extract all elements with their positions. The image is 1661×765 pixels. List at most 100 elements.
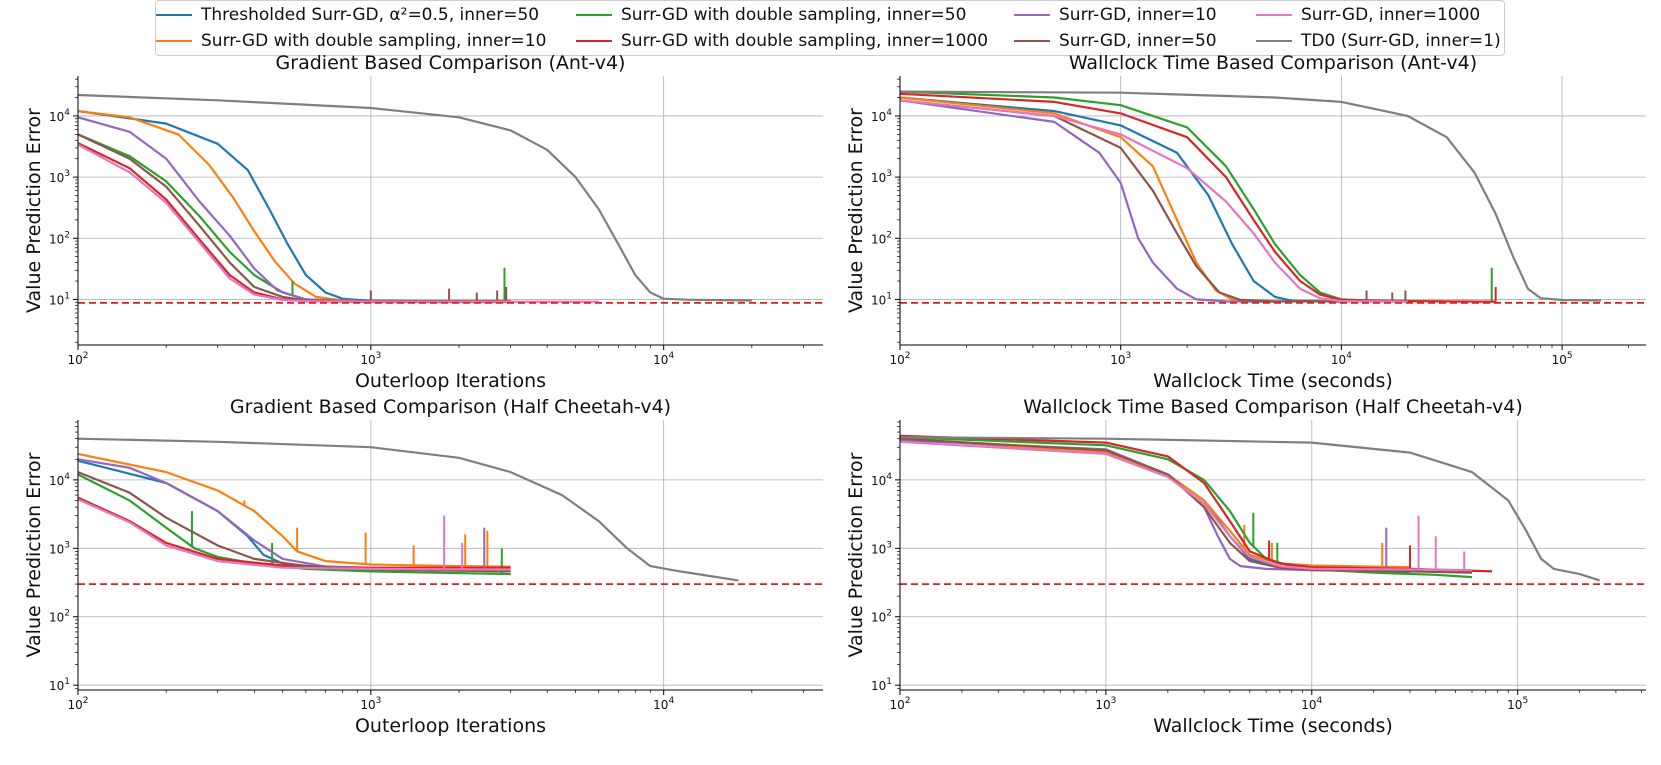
legend-swatch-3 xyxy=(576,14,612,16)
series-line-3 xyxy=(78,133,511,303)
x-axis-label: Wallclock Time (seconds) xyxy=(1153,370,1393,392)
legend-item: TD0 (Surr-GD, inner=1) xyxy=(1256,28,1501,54)
series-line-4 xyxy=(900,434,1493,573)
series-line-7 xyxy=(78,143,599,303)
x-tick-label: 102 xyxy=(67,351,88,367)
y-tick-label: 101 xyxy=(871,677,892,693)
y-tick-label: 104 xyxy=(871,472,892,488)
y-tick-label: 103 xyxy=(871,169,892,185)
legend-item: Surr-GD, inner=10 xyxy=(1014,2,1217,28)
y-tick-label: 102 xyxy=(49,230,70,246)
legend-swatch-5 xyxy=(1014,14,1050,16)
y-tick-label: 104 xyxy=(49,472,70,488)
legend-item: Surr-GD with double sampling, inner=10 xyxy=(156,28,546,54)
series-group xyxy=(900,434,1600,582)
legend-label-6: Surr-GD, inner=50 xyxy=(1059,31,1217,51)
chart-title: Wallclock Time Based Comparison (Half Ch… xyxy=(1023,396,1523,418)
series-line-6 xyxy=(900,99,1408,303)
series-group xyxy=(900,90,1602,303)
legend-item: Surr-GD with double sampling, inner=50 xyxy=(576,2,966,28)
series-line-5 xyxy=(900,99,1276,303)
series-line-3 xyxy=(900,90,1381,303)
series-line-8 xyxy=(78,93,752,302)
series-line-2 xyxy=(900,96,1276,303)
series-line-2 xyxy=(78,110,511,303)
y-tick-label: 102 xyxy=(871,230,892,246)
x-tick-label: 103 xyxy=(1110,351,1131,367)
legend-item: Thresholded Surr-GD, α²=0.5, inner=50 xyxy=(156,2,539,28)
series-line-8 xyxy=(78,437,739,582)
y-tick-label: 104 xyxy=(49,108,70,124)
legend-item: Surr-GD, inner=50 xyxy=(1014,28,1217,54)
legend-label-4: Surr-GD with double sampling, inner=1000 xyxy=(621,31,989,51)
panel-4: 102 103 104 105 101 102 103 104 Wallclock Time B… xyxy=(845,396,1646,737)
y-axis-label: Value Prediction Error xyxy=(23,452,45,657)
legend-label-3: Surr-GD with double sampling, inner=50 xyxy=(621,5,967,25)
x-tick-label: 103 xyxy=(1095,696,1116,712)
legend-swatch-8 xyxy=(1256,40,1292,42)
y-axis-label: Value Prediction Error xyxy=(23,108,45,313)
y-axis-label: Value Prediction Error xyxy=(845,452,867,657)
series-line-7 xyxy=(900,440,1473,572)
legend-item: Surr-GD with double sampling, inner=1000 xyxy=(576,28,988,54)
chart-title: Gradient Based Comparison (Half Cheetah-… xyxy=(230,396,671,418)
x-tick-label: 102 xyxy=(889,351,910,367)
legend-swatch-1 xyxy=(156,14,192,16)
series-line-1 xyxy=(900,437,1411,574)
series-line-5 xyxy=(900,439,1394,573)
x-tick-label: 103 xyxy=(360,351,381,367)
series-line-3 xyxy=(900,436,1473,579)
y-tick-label: 102 xyxy=(49,609,70,625)
y-tick-label: 101 xyxy=(49,291,70,307)
y-tick-label: 103 xyxy=(49,540,70,556)
series-line-8 xyxy=(900,90,1602,302)
series-line-6 xyxy=(78,133,511,303)
legend: Thresholded Surr-GD, α²=0.5, inner=50 Su… xyxy=(155,0,1505,56)
series-line-8 xyxy=(900,436,1600,582)
x-tick-label: 104 xyxy=(653,696,674,712)
series-line-3 xyxy=(78,473,511,576)
x-tick-label: 104 xyxy=(653,351,674,367)
legend-swatch-6 xyxy=(1014,40,1050,42)
x-tick-label: 105 xyxy=(1552,351,1573,367)
series-group xyxy=(78,93,752,304)
panel-2: 102 103 104 105 101 102 103 104 Wallclock Time B… xyxy=(845,52,1646,392)
series-line-4 xyxy=(78,142,511,304)
x-tick-label: 104 xyxy=(1331,351,1352,367)
legend-item: Surr-GD, inner=1000 xyxy=(1256,2,1480,28)
x-tick-label: 104 xyxy=(1301,696,1322,712)
series-group xyxy=(78,437,739,582)
chart-title: Gradient Based Comparison (Ant-v4) xyxy=(276,52,626,74)
series-line-1 xyxy=(78,459,511,572)
panel-1: 102 103 104 101 102 103 104 Gradient Based Comp… xyxy=(23,52,823,392)
legend-label-8: TD0 (Surr-GD, inner=1) xyxy=(1301,31,1501,51)
y-tick-label: 101 xyxy=(49,677,70,693)
x-tick-label: 102 xyxy=(889,696,910,712)
legend-swatch-4 xyxy=(576,40,612,42)
legend-label-1: Thresholded Surr-GD, α²=0.5, inner=50 xyxy=(201,5,540,25)
panel-3: 102 103 104 101 102 103 104 Gradient Based Comp… xyxy=(23,396,823,737)
legend-label-7: Surr-GD, inner=1000 xyxy=(1301,5,1481,25)
chart-title: Wallclock Time Based Comparison (Ant-v4) xyxy=(1069,52,1477,74)
x-axis-label: Wallclock Time (seconds) xyxy=(1153,715,1393,737)
series-line-4 xyxy=(900,92,1496,303)
y-axis-label: Value Prediction Error xyxy=(845,108,867,313)
x-tick-label: 102 xyxy=(67,696,88,712)
legend-swatch-7 xyxy=(1256,14,1292,16)
x-axis-label: Outerloop Iterations xyxy=(355,370,546,392)
x-tick-label: 105 xyxy=(1507,696,1528,712)
series-line-6 xyxy=(78,471,511,573)
legend-label-2: Surr-GD with double sampling, inner=10 xyxy=(201,31,547,51)
series-line-6 xyxy=(900,437,1473,574)
y-tick-label: 102 xyxy=(871,609,892,625)
legend-label-5: Surr-GD, inner=10 xyxy=(1059,5,1217,25)
y-tick-label: 103 xyxy=(49,169,70,185)
y-tick-label: 103 xyxy=(871,540,892,556)
series-line-2 xyxy=(78,452,511,568)
series-line-4 xyxy=(78,496,511,569)
x-axis-label: Outerloop Iterations xyxy=(355,715,546,737)
x-tick-label: 103 xyxy=(360,696,381,712)
y-tick-label: 104 xyxy=(871,108,892,124)
y-tick-label: 101 xyxy=(871,291,892,307)
